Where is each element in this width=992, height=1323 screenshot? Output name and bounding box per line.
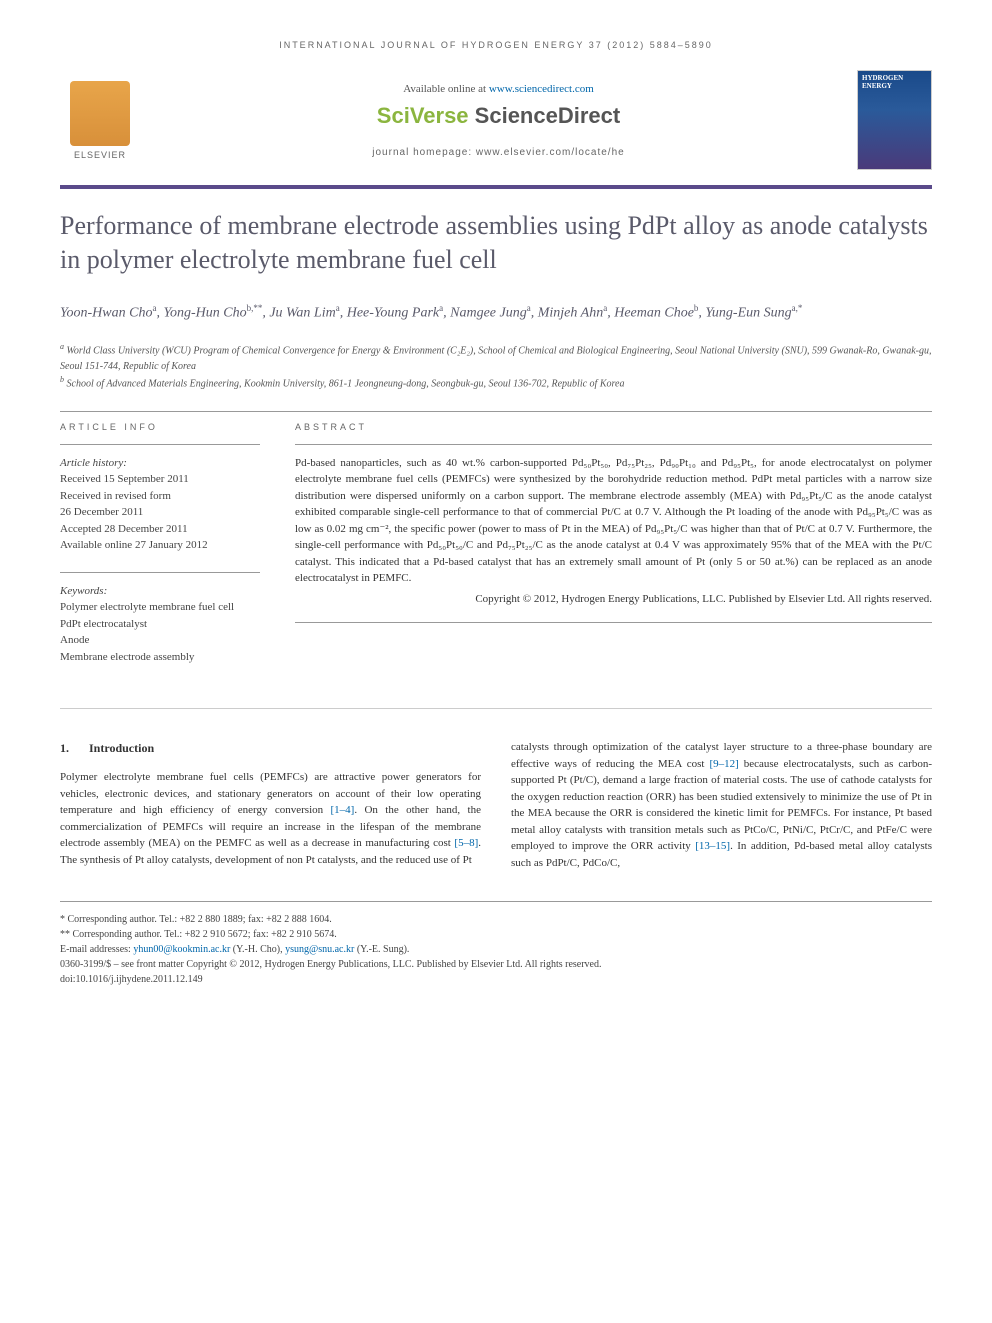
paragraph: Polymer electrolyte membrane fuel cells … — [60, 769, 481, 868]
section-number: 1. — [60, 741, 69, 755]
section-heading: 1. Introduction — [60, 739, 481, 757]
revised-date: 26 December 2011 — [60, 504, 260, 521]
header-center: Available online at www.sciencedirect.co… — [160, 83, 837, 158]
journal-header: ELSEVIER Available online at www.science… — [60, 70, 932, 170]
abstract-text: Pd-based nanoparticles, such as 40 wt.% … — [295, 455, 932, 587]
divider — [60, 411, 932, 412]
corresponding-author-2: ** Corresponding author. Tel.: +82 2 910… — [60, 927, 932, 942]
copyright-line: 0360-3199/$ – see front matter Copyright… — [60, 957, 932, 972]
sciencedirect-link[interactable]: www.sciencedirect.com — [489, 83, 594, 95]
body-text: 1. Introduction Polymer electrolyte membr… — [60, 739, 932, 871]
elsevier-label: ELSEVIER — [74, 150, 126, 160]
elsevier-logo: ELSEVIER — [60, 75, 140, 165]
email-addresses: E-mail addresses: yhun00@kookmin.ac.kr (… — [60, 942, 932, 957]
divider — [295, 444, 932, 445]
authors-list: Yoon-Hwan Choa, Yong-Hun Chob,**, Ju Wan… — [60, 302, 932, 324]
footer: * Corresponding author. Tel.: +82 2 880 … — [60, 901, 932, 987]
keywords-block: Keywords: Polymer electrolyte membrane f… — [60, 583, 260, 666]
cover-title: HYDROGEN ENERGY — [862, 75, 927, 90]
elsevier-tree-icon — [70, 81, 130, 146]
email-link[interactable]: ysung@snu.ac.kr — [285, 944, 354, 955]
keyword: Polymer electrolyte membrane fuel cell — [60, 599, 260, 616]
divider — [60, 572, 260, 573]
divider — [295, 622, 932, 623]
history-label: Article history: — [60, 455, 260, 472]
running-header: INTERNATIONAL JOURNAL OF HYDROGEN ENERGY… — [60, 40, 932, 50]
divider-bar — [60, 185, 932, 189]
divider — [60, 444, 260, 445]
email-link[interactable]: yhun00@kookmin.ac.kr — [133, 944, 230, 955]
journal-homepage: journal homepage: www.elsevier.com/locat… — [160, 147, 837, 158]
doi: doi:10.1016/j.ijhydene.2011.12.149 — [60, 972, 932, 987]
affiliation-a: a World Class University (WCU) Program o… — [60, 341, 932, 373]
section-title: Introduction — [89, 741, 154, 755]
paragraph: catalysts through optimization of the ca… — [511, 739, 932, 871]
article-info-header: ARTICLE INFO — [60, 422, 260, 432]
accepted-date: Accepted 28 December 2011 — [60, 521, 260, 538]
received-date: Received 15 September 2011 — [60, 471, 260, 488]
sciverse-logo: SciVerse ScienceDirect — [160, 103, 837, 129]
article-info-section: ARTICLE INFO Article history: Received 1… — [60, 422, 260, 684]
available-online: Available online at www.sciencedirect.co… — [160, 83, 837, 95]
body-column-left: 1. Introduction Polymer electrolyte membr… — [60, 739, 481, 871]
journal-cover-thumbnail: HYDROGEN ENERGY — [857, 70, 932, 170]
affiliations: a World Class University (WCU) Program o… — [60, 341, 932, 391]
abstract-copyright: Copyright © 2012, Hydrogen Energy Public… — [295, 591, 932, 608]
affiliation-b: b School of Advanced Materials Engineeri… — [60, 374, 932, 391]
keyword: Membrane electrode assembly — [60, 649, 260, 666]
keyword: PdPt electrocatalyst — [60, 616, 260, 633]
corresponding-author-1: * Corresponding author. Tel.: +82 2 880 … — [60, 912, 932, 927]
abstract-section: ABSTRACT Pd-based nanoparticles, such as… — [295, 422, 932, 684]
article-title: Performance of membrane electrode assemb… — [60, 209, 932, 277]
divider — [60, 708, 932, 709]
online-date: Available online 27 January 2012 — [60, 537, 260, 554]
keyword: Anode — [60, 632, 260, 649]
abstract-header: ABSTRACT — [295, 422, 932, 432]
keywords-label: Keywords: — [60, 583, 260, 600]
body-column-right: catalysts through optimization of the ca… — [511, 739, 932, 871]
revised-label: Received in revised form — [60, 488, 260, 505]
article-history: Article history: Received 15 September 2… — [60, 455, 260, 554]
